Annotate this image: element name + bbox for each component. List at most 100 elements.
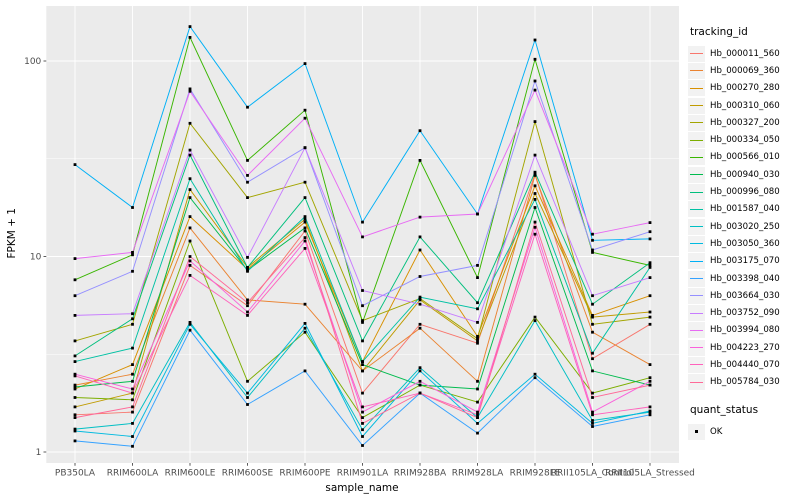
- data-point: [73, 257, 77, 260]
- data-point: [246, 269, 249, 273]
- data-point: [73, 360, 77, 363]
- data-point: [246, 298, 249, 302]
- data-point: [188, 322, 192, 326]
- data-point: [418, 295, 422, 299]
- data-point: [648, 363, 652, 366]
- legend-item-label: Hb_000334_050: [710, 135, 780, 146]
- data-point: [361, 428, 364, 432]
- data-point: [648, 405, 652, 409]
- data-point: [73, 294, 77, 298]
- data-point: [303, 62, 307, 65]
- legend-item-label: Hb_001587_040: [710, 204, 780, 215]
- data-point: [476, 410, 479, 414]
- data-point: [591, 357, 594, 361]
- y-axis-title: FPKM + 1: [6, 207, 18, 259]
- data-point: [648, 376, 652, 380]
- data-point: [476, 341, 479, 345]
- data-point: [131, 363, 134, 366]
- data-point: [246, 396, 249, 399]
- data-point: [246, 403, 249, 406]
- data-point: [246, 310, 249, 314]
- data-point: [361, 360, 364, 363]
- legend-item-label: Hb_000996_080: [710, 187, 780, 198]
- legend-item-Hb_000996_080: Hb_000996_080: [688, 183, 800, 201]
- legend-item-Hb_000069_360: Hb_000069_360: [688, 62, 800, 79]
- legend-item-Hb_005784_030: Hb_005784_030: [688, 374, 800, 391]
- data-point: [361, 235, 364, 239]
- data-point: [303, 108, 307, 112]
- data-point: [533, 57, 537, 61]
- data-point: [361, 416, 364, 419]
- data-point: [131, 253, 134, 257]
- data-point: [246, 301, 249, 305]
- data-point: [73, 396, 77, 399]
- legend-key-swatch: [688, 218, 705, 235]
- x-tick-label: RRIM600PE: [279, 469, 331, 479]
- legend-item-label: Hb_000566_010: [710, 152, 780, 163]
- legend-key-swatch: [688, 374, 705, 391]
- data-point: [648, 261, 652, 265]
- data-point: [303, 236, 307, 239]
- data-point: [591, 410, 594, 414]
- data-point: [188, 188, 192, 191]
- data-point: [476, 321, 479, 324]
- data-point: [131, 372, 134, 376]
- data-point: [361, 304, 364, 308]
- x-tick-label: RRIM901LA: [337, 469, 389, 479]
- data-point: [303, 322, 307, 325]
- legend-key-swatch: [688, 423, 705, 440]
- legend-item-Hb_000310_060: Hb_000310_060: [688, 97, 800, 114]
- legend-key-swatch: [688, 45, 705, 62]
- data-point: [591, 322, 594, 326]
- x-tick-label: PB350LA: [55, 469, 96, 479]
- legend-key-swatch: [688, 287, 705, 304]
- data-point: [131, 387, 134, 391]
- legend-quant-items: OK: [688, 423, 800, 440]
- data-point: [361, 410, 364, 414]
- data-point: [188, 226, 192, 230]
- data-point: [648, 315, 652, 319]
- data-point: [418, 383, 422, 387]
- data-point: [303, 247, 307, 250]
- legend-item-label: Hb_000310_060: [710, 100, 780, 111]
- legend-item-Hb_000940_030: Hb_000940_030: [688, 166, 800, 183]
- data-point: [188, 153, 192, 157]
- legend-item-label: Hb_004223_270: [710, 342, 780, 353]
- legend-item-label: Hb_000011_560: [710, 48, 780, 59]
- data-point: [476, 379, 479, 383]
- data-point: [73, 163, 77, 166]
- data-point: [591, 413, 594, 417]
- data-point: [131, 312, 134, 316]
- legend-item-Hb_003994_080: Hb_003994_080: [688, 322, 800, 339]
- data-point: [361, 289, 364, 292]
- legend-item-Hb_001587_040: Hb_001587_040: [688, 201, 800, 218]
- x-axis-title: sample_name: [325, 482, 399, 494]
- data-point: [476, 422, 479, 425]
- data-point: [188, 25, 192, 28]
- data-point: [131, 444, 134, 448]
- data-point: [591, 396, 594, 399]
- data-point: [361, 435, 364, 438]
- legend-key-swatch: [688, 201, 705, 218]
- data-point: [131, 269, 134, 273]
- data-point: [591, 351, 594, 355]
- legend-item-Hb_003664_030: Hb_003664_030: [688, 287, 800, 304]
- data-point: [648, 276, 652, 279]
- data-point: [361, 369, 364, 373]
- legend-key-swatch: [688, 305, 705, 322]
- data-point: [73, 374, 77, 378]
- data-point: [131, 379, 134, 383]
- legend-key-swatch: [688, 322, 705, 339]
- data-point: [131, 410, 134, 414]
- data-point: [131, 346, 134, 350]
- data-point: [476, 400, 479, 404]
- legend-key-line: [690, 70, 703, 72]
- data-point: [533, 153, 537, 157]
- data-point: [591, 419, 594, 422]
- legend-tracking-items: Hb_000011_560 Hb_000069_360 Hb_000270_280 H…: [688, 45, 800, 391]
- legend-key-line: [690, 53, 703, 55]
- legend-key-line: [690, 191, 703, 193]
- data-point: [533, 225, 537, 229]
- legend-item-label: Hb_003050_360: [710, 238, 780, 249]
